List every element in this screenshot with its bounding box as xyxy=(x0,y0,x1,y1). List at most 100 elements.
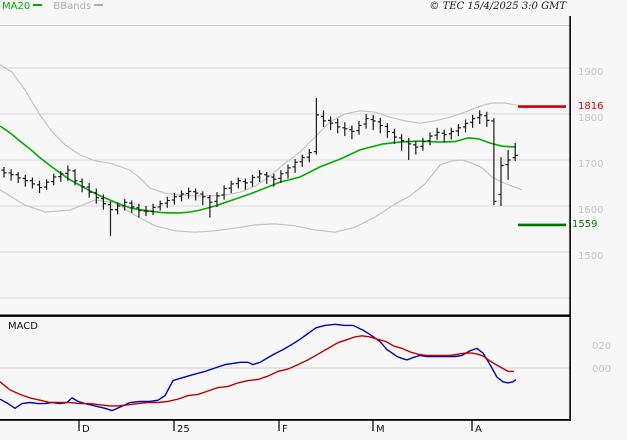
ohlc-bar xyxy=(484,111,490,127)
ohlc-bar xyxy=(86,183,92,198)
ohlc-bar xyxy=(157,200,163,211)
y-axis-line xyxy=(569,16,571,421)
ohlc-bar xyxy=(214,192,220,207)
ohlc-bar xyxy=(441,129,447,143)
ohlc-bar xyxy=(349,125,355,140)
ohlc-bar xyxy=(455,124,461,137)
ohlc-bar xyxy=(100,194,106,210)
macd-axis-label: 020 xyxy=(592,341,612,352)
ohlc-bar xyxy=(505,149,511,180)
ohlc-bar xyxy=(186,187,192,199)
ohlc-bar xyxy=(193,188,199,201)
bollinger-lower-line xyxy=(0,159,523,233)
ohlc-bar xyxy=(44,179,50,190)
ohlc-bar xyxy=(36,180,43,194)
ohlc-bar xyxy=(242,178,248,190)
ohlc-bar xyxy=(72,169,78,186)
ohlc-bar xyxy=(427,132,433,146)
ohlc-bar xyxy=(143,206,149,217)
ohlc-bar xyxy=(356,120,362,135)
ohlc-bar xyxy=(335,118,341,134)
price-axis-label: 1700 xyxy=(578,159,604,170)
ohlc-bar xyxy=(115,202,121,215)
copyright-text: © TEC 15/4/2025 3:0 GMT xyxy=(429,1,566,12)
ohlc-bar xyxy=(164,196,170,208)
ohlc-bar xyxy=(391,128,398,144)
ohlc-bar xyxy=(249,174,256,187)
ohlc-bar xyxy=(320,110,327,127)
ohlc-bar xyxy=(22,174,28,187)
ohlc-bar xyxy=(434,127,440,140)
ohlc-bar xyxy=(207,195,213,218)
ohlc-bar xyxy=(65,165,71,181)
ohlc-bar xyxy=(377,117,383,134)
bollinger-upper-line xyxy=(0,64,529,197)
ohlc-bar xyxy=(1,166,7,178)
ohlc-bar xyxy=(384,123,390,138)
ohlc-bar xyxy=(8,169,14,181)
ohlc-bar xyxy=(122,199,128,211)
ma20-legend-dash-icon xyxy=(33,4,43,6)
ohlc-bar xyxy=(342,122,348,137)
price-axis-label: 1816 xyxy=(578,101,604,112)
macd-line xyxy=(0,323,517,412)
ohlc-bar xyxy=(264,172,270,184)
ohlc-bar xyxy=(221,185,227,200)
price-axis-label: 1900 xyxy=(578,67,604,78)
ma20-line xyxy=(0,125,517,214)
ohlc-bar xyxy=(278,170,284,183)
ohlc-bar xyxy=(491,118,497,206)
ohlc-bar xyxy=(462,119,469,133)
ohlc-bar xyxy=(328,116,334,131)
ohlc-bar xyxy=(512,143,518,161)
ohlc-bar xyxy=(477,110,483,125)
ohlc-bar xyxy=(58,171,64,183)
ohlc-bar xyxy=(299,154,305,167)
ohlc-bar xyxy=(136,203,142,218)
bbands-legend-dash-icon xyxy=(94,4,104,6)
price-axis-label: 1559 xyxy=(572,219,598,230)
ohlc-bar xyxy=(51,173,57,186)
ohlc-bar xyxy=(363,114,369,129)
ohlc-bar xyxy=(107,201,114,236)
ohlc-bar xyxy=(178,190,185,202)
ohlc-bar xyxy=(292,159,298,173)
x-axis-label: D xyxy=(82,424,90,435)
price-axis-label: 1800 xyxy=(578,113,604,124)
ohlc-bar xyxy=(448,127,454,140)
panel-separator xyxy=(0,314,570,317)
macd-axis-label: 000 xyxy=(592,364,612,375)
ohlc-bar xyxy=(228,180,234,194)
ohlc-bar xyxy=(150,203,156,216)
ohlc-bar xyxy=(313,97,319,155)
ohlc-bar xyxy=(171,193,177,205)
ohlc-bar xyxy=(420,137,426,151)
ohlc-bar xyxy=(271,173,277,187)
ma20-legend-label: MA20 xyxy=(2,1,31,12)
x-axis-label: A xyxy=(475,424,482,435)
ohlc-bar xyxy=(235,177,241,189)
ohlc-bar xyxy=(29,177,35,189)
ohlc-bar xyxy=(470,114,476,128)
x-axis-label: 25 xyxy=(177,424,190,435)
ohlc-bar xyxy=(399,134,405,151)
macd-panel-label: MACD xyxy=(8,321,38,332)
macd-signal-line xyxy=(0,335,514,407)
ohlc-bar xyxy=(370,114,376,131)
bbands-legend-label: BBands xyxy=(53,1,92,12)
ohlc-bar xyxy=(200,191,206,206)
price-axis-label: 1600 xyxy=(578,205,604,216)
ohlc-bar xyxy=(129,200,135,213)
x-axis-label: F xyxy=(282,424,288,435)
ohlc-bar xyxy=(406,137,412,160)
ohlc-bar xyxy=(93,188,99,204)
price-axis-label: 1500 xyxy=(578,251,604,262)
x-axis-label: M xyxy=(376,424,385,435)
ohlc-bar xyxy=(79,178,85,193)
ohlc-bar xyxy=(306,149,312,163)
x-axis-line xyxy=(0,419,571,421)
ohlc-bar xyxy=(285,164,291,179)
ohlc-bar xyxy=(15,172,21,183)
